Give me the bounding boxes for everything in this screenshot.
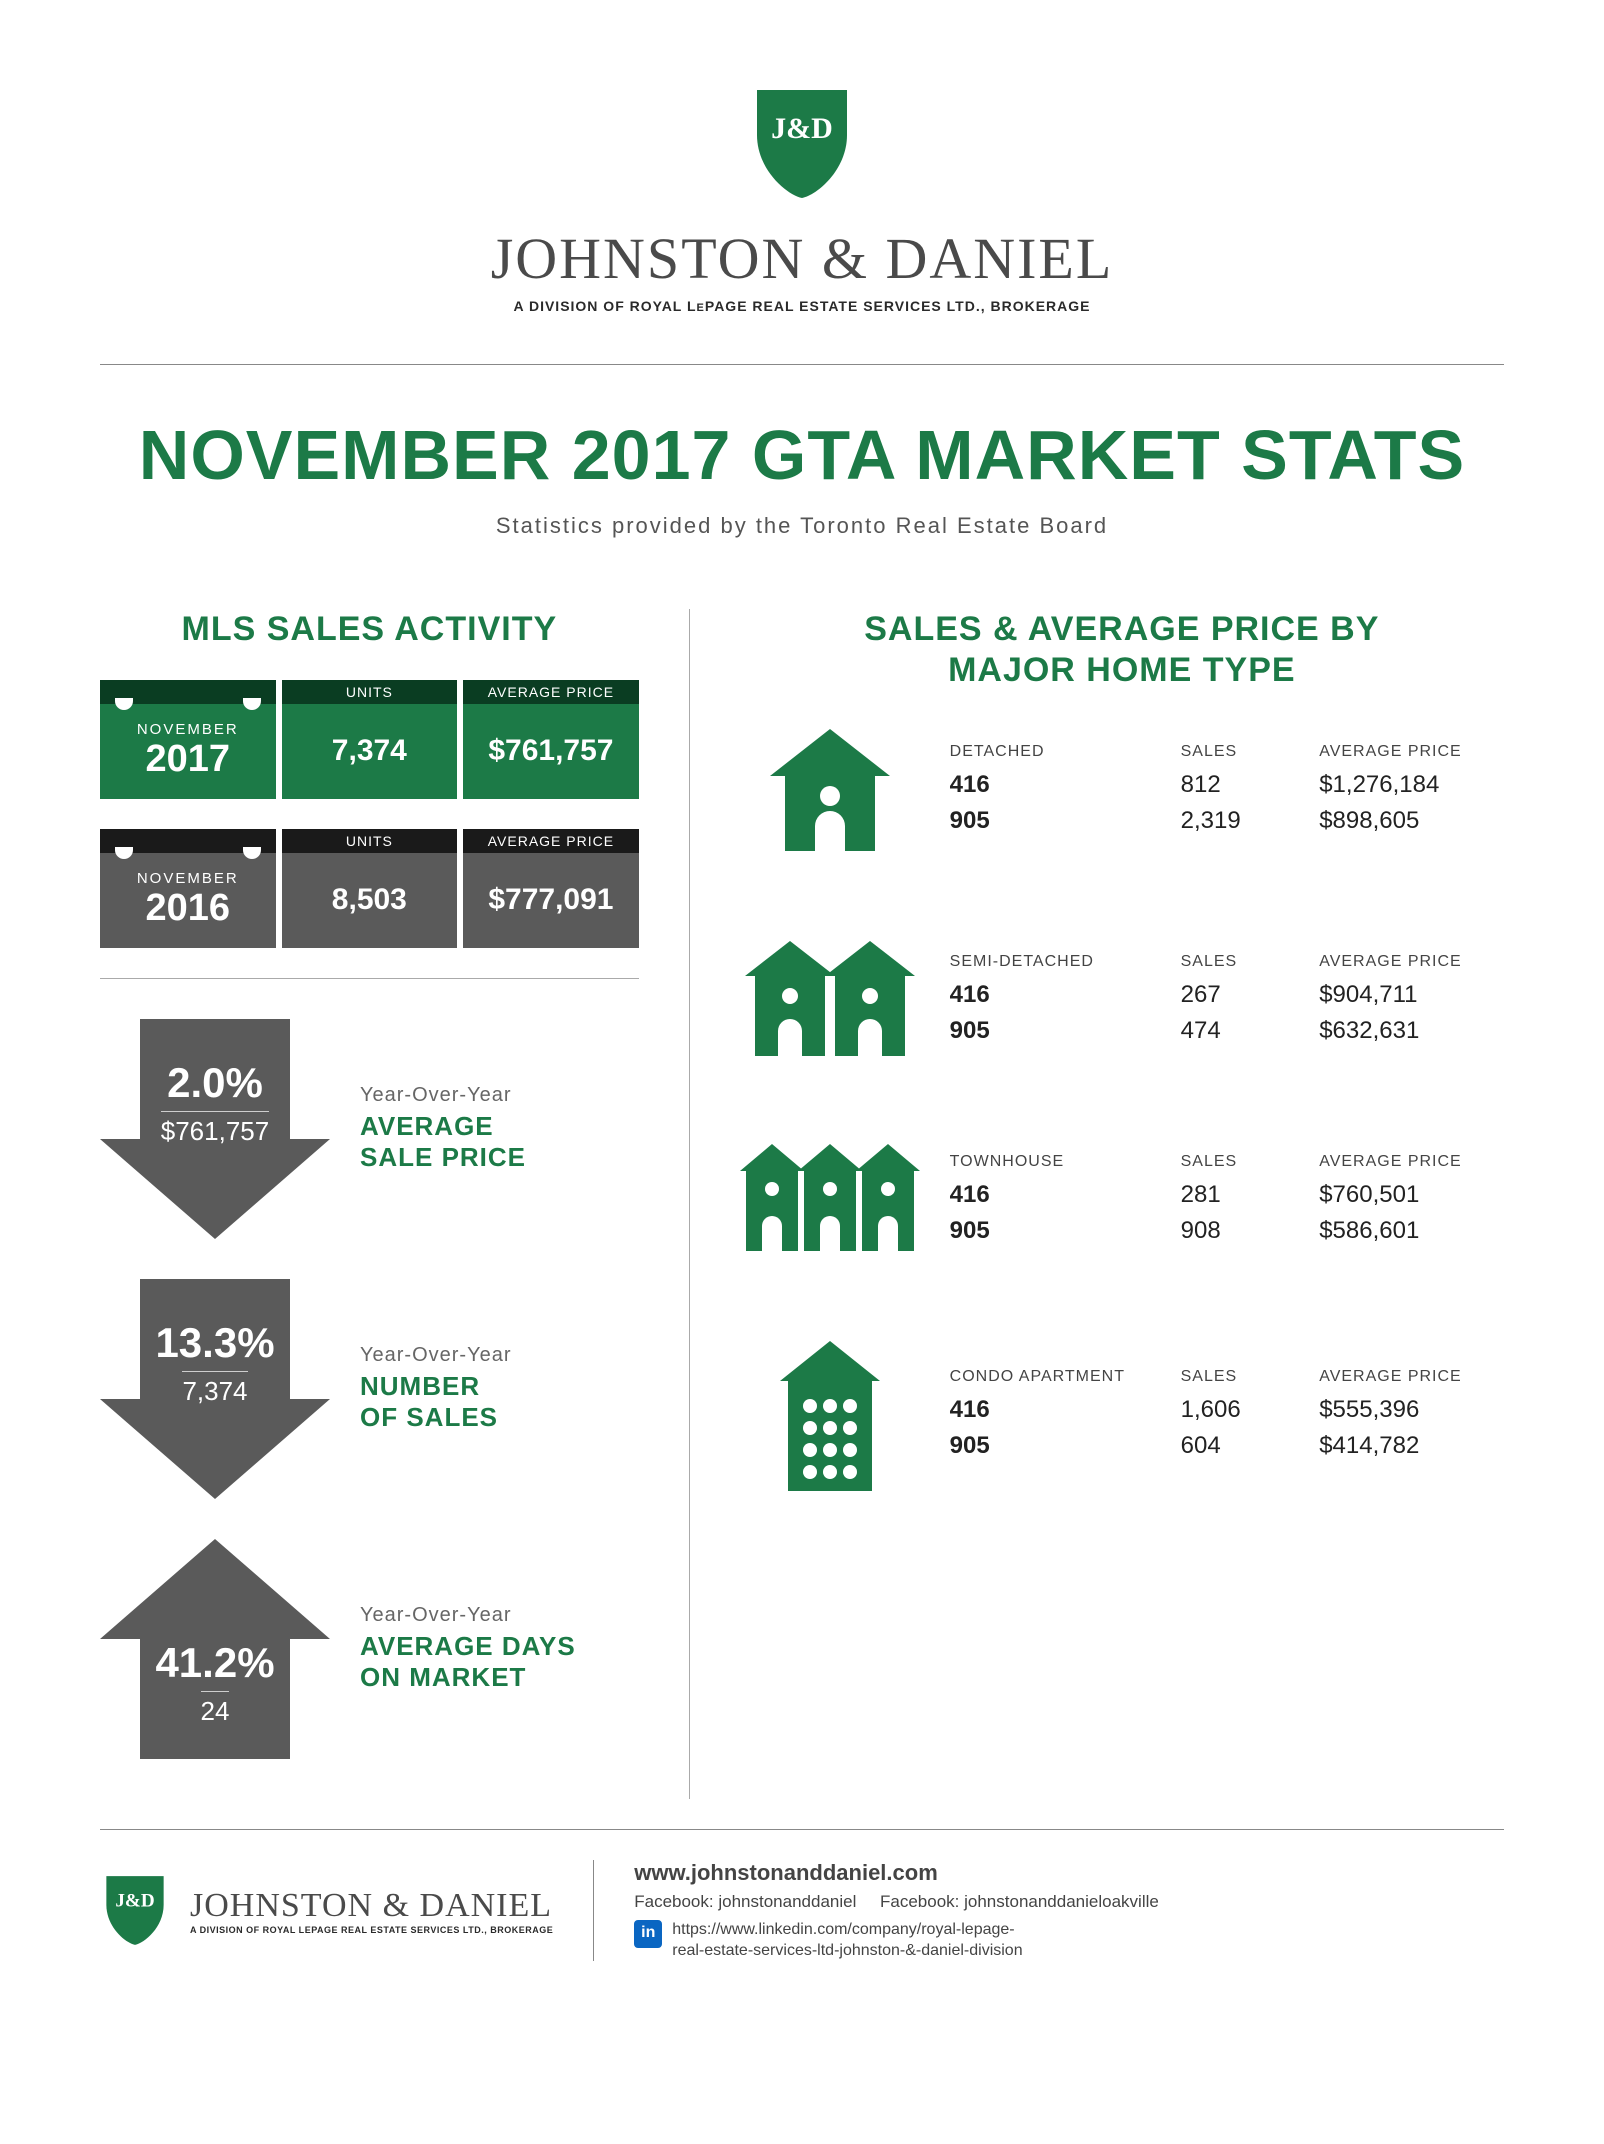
mls-units-cell: UNITS 7,374 xyxy=(282,680,458,799)
home-type-header: TOWNHOUSESALESAVERAGE PRICE xyxy=(950,1153,1504,1171)
home-type-header: DETACHEDSALESAVERAGE PRICE xyxy=(950,743,1504,761)
home-type-row: SEMI-DETACHEDSALESAVERAGE PRICE 416267$9… xyxy=(740,936,1504,1071)
footer: J&D JOHNSTON & DANIEL A DIVISION OF ROYA… xyxy=(100,1829,1504,1962)
brand-name: JOHNSTON & DANIEL xyxy=(100,225,1504,292)
semi-detached-icon xyxy=(740,936,920,1071)
brand-subtitle: A DIVISION OF ROYAL LEPAGE REAL ESTATE S… xyxy=(100,298,1504,314)
yoy-stat: 2.0% $761,757 Year-Over-Year AVERAGESALE… xyxy=(100,1019,639,1239)
footer-links: www.johnstonanddaniel.com Facebook: john… xyxy=(593,1860,1504,1962)
right-column: SALES & AVERAGE PRICE BYMAJOR HOME TYPE … xyxy=(690,609,1504,1799)
home-type-row: DETACHEDSALESAVERAGE PRICE 416812$1,276,… xyxy=(740,721,1504,866)
facebook-links[interactable]: Facebook: johnstonanddaniel Facebook: jo… xyxy=(634,1892,1504,1912)
home-type-row: TOWNHOUSESALESAVERAGE PRICE 416281$760,5… xyxy=(740,1141,1504,1266)
yoy-label: Year-Over-Year AVERAGESALE PRICE xyxy=(360,1084,526,1173)
divider xyxy=(100,978,639,979)
arrow-down-icon: 13.3% 7,374 xyxy=(100,1279,330,1499)
header: J&D JOHNSTON & DANIEL A DIVISION OF ROYA… xyxy=(100,80,1504,314)
home-type-data-row: 4161,606$555,396 xyxy=(950,1396,1504,1424)
condo-icon xyxy=(740,1336,920,1501)
detached-icon xyxy=(740,721,920,866)
home-type-data-row: 416281$760,501 xyxy=(950,1181,1504,1209)
mls-date-cell: NOVEMBER 2016 xyxy=(100,829,276,948)
yoy-label: Year-Over-Year AVERAGE DAYSON MARKET xyxy=(360,1604,576,1693)
mls-row: NOVEMBER 2017 UNITS 7,374 AVERAGE PRICE … xyxy=(100,680,639,799)
linkedin-link[interactable]: in https://www.linkedin.com/company/roya… xyxy=(634,1920,1504,1962)
page-subtitle: Statistics provided by the Toronto Real … xyxy=(100,513,1504,539)
mls-units-cell: UNITS 8,503 xyxy=(282,829,458,948)
home-type-header: CONDO APARTMENTSALESAVERAGE PRICE xyxy=(950,1368,1504,1386)
svg-text:J&D: J&D xyxy=(115,1891,154,1912)
home-type-row: CONDO APARTMENTSALESAVERAGE PRICE 4161,6… xyxy=(740,1336,1504,1501)
mls-heading: MLS SALES ACTIVITY xyxy=(100,609,639,650)
page-title: NOVEMBER 2017 GTA MARKET STATS xyxy=(100,415,1504,495)
linkedin-icon: in xyxy=(634,1920,662,1948)
mls-date-cell: NOVEMBER 2017 xyxy=(100,680,276,799)
mls-price-cell: AVERAGE PRICE $761,757 xyxy=(463,680,639,799)
home-type-data-row: 905908$586,601 xyxy=(950,1217,1504,1245)
homes-heading: SALES & AVERAGE PRICE BYMAJOR HOME TYPE xyxy=(740,609,1504,691)
divider xyxy=(100,364,1504,365)
shield-logo-icon: J&D xyxy=(747,80,857,205)
home-type-data-row: 9052,319$898,605 xyxy=(950,807,1504,835)
home-type-header: SEMI-DETACHEDSALESAVERAGE PRICE xyxy=(950,953,1504,971)
home-type-data-row: 416267$904,711 xyxy=(950,981,1504,1009)
shield-logo-small-icon: J&D xyxy=(100,1869,170,1952)
home-type-data-row: 905474$632,631 xyxy=(950,1017,1504,1045)
svg-text:J&D: J&D xyxy=(771,112,833,145)
home-type-data-row: 416812$1,276,184 xyxy=(950,771,1504,799)
mls-price-cell: AVERAGE PRICE $777,091 xyxy=(463,829,639,948)
townhouse-icon xyxy=(740,1141,920,1266)
arrow-down-icon: 2.0% $761,757 xyxy=(100,1019,330,1239)
website-link[interactable]: www.johnstonanddaniel.com xyxy=(634,1860,1504,1886)
mls-row: NOVEMBER 2016 UNITS 8,503 AVERAGE PRICE … xyxy=(100,829,639,948)
left-column: MLS SALES ACTIVITY NOVEMBER 2017 UNITS 7… xyxy=(100,609,690,1799)
yoy-label: Year-Over-Year NUMBEROF SALES xyxy=(360,1344,511,1433)
footer-brand: JOHNSTON & DANIEL A DIVISION OF ROYAL LE… xyxy=(190,1887,553,1935)
yoy-stat: 13.3% 7,374 Year-Over-Year NUMBEROF SALE… xyxy=(100,1279,639,1499)
yoy-stat: 41.2% 24 Year-Over-Year AVERAGE DAYSON M… xyxy=(100,1539,639,1759)
home-type-data-row: 905604$414,782 xyxy=(950,1432,1504,1460)
arrow-up-icon: 41.2% 24 xyxy=(100,1539,330,1759)
